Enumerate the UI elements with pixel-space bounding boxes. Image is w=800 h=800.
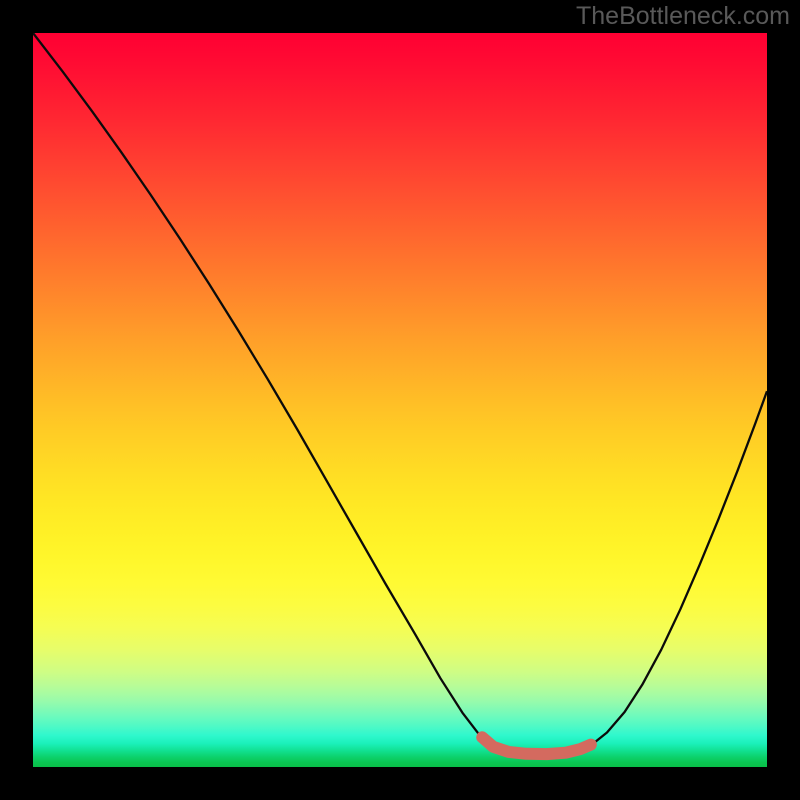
chart-svg bbox=[33, 33, 767, 767]
plot-area bbox=[33, 33, 767, 767]
watermark-text: TheBottleneck.com bbox=[576, 2, 790, 31]
